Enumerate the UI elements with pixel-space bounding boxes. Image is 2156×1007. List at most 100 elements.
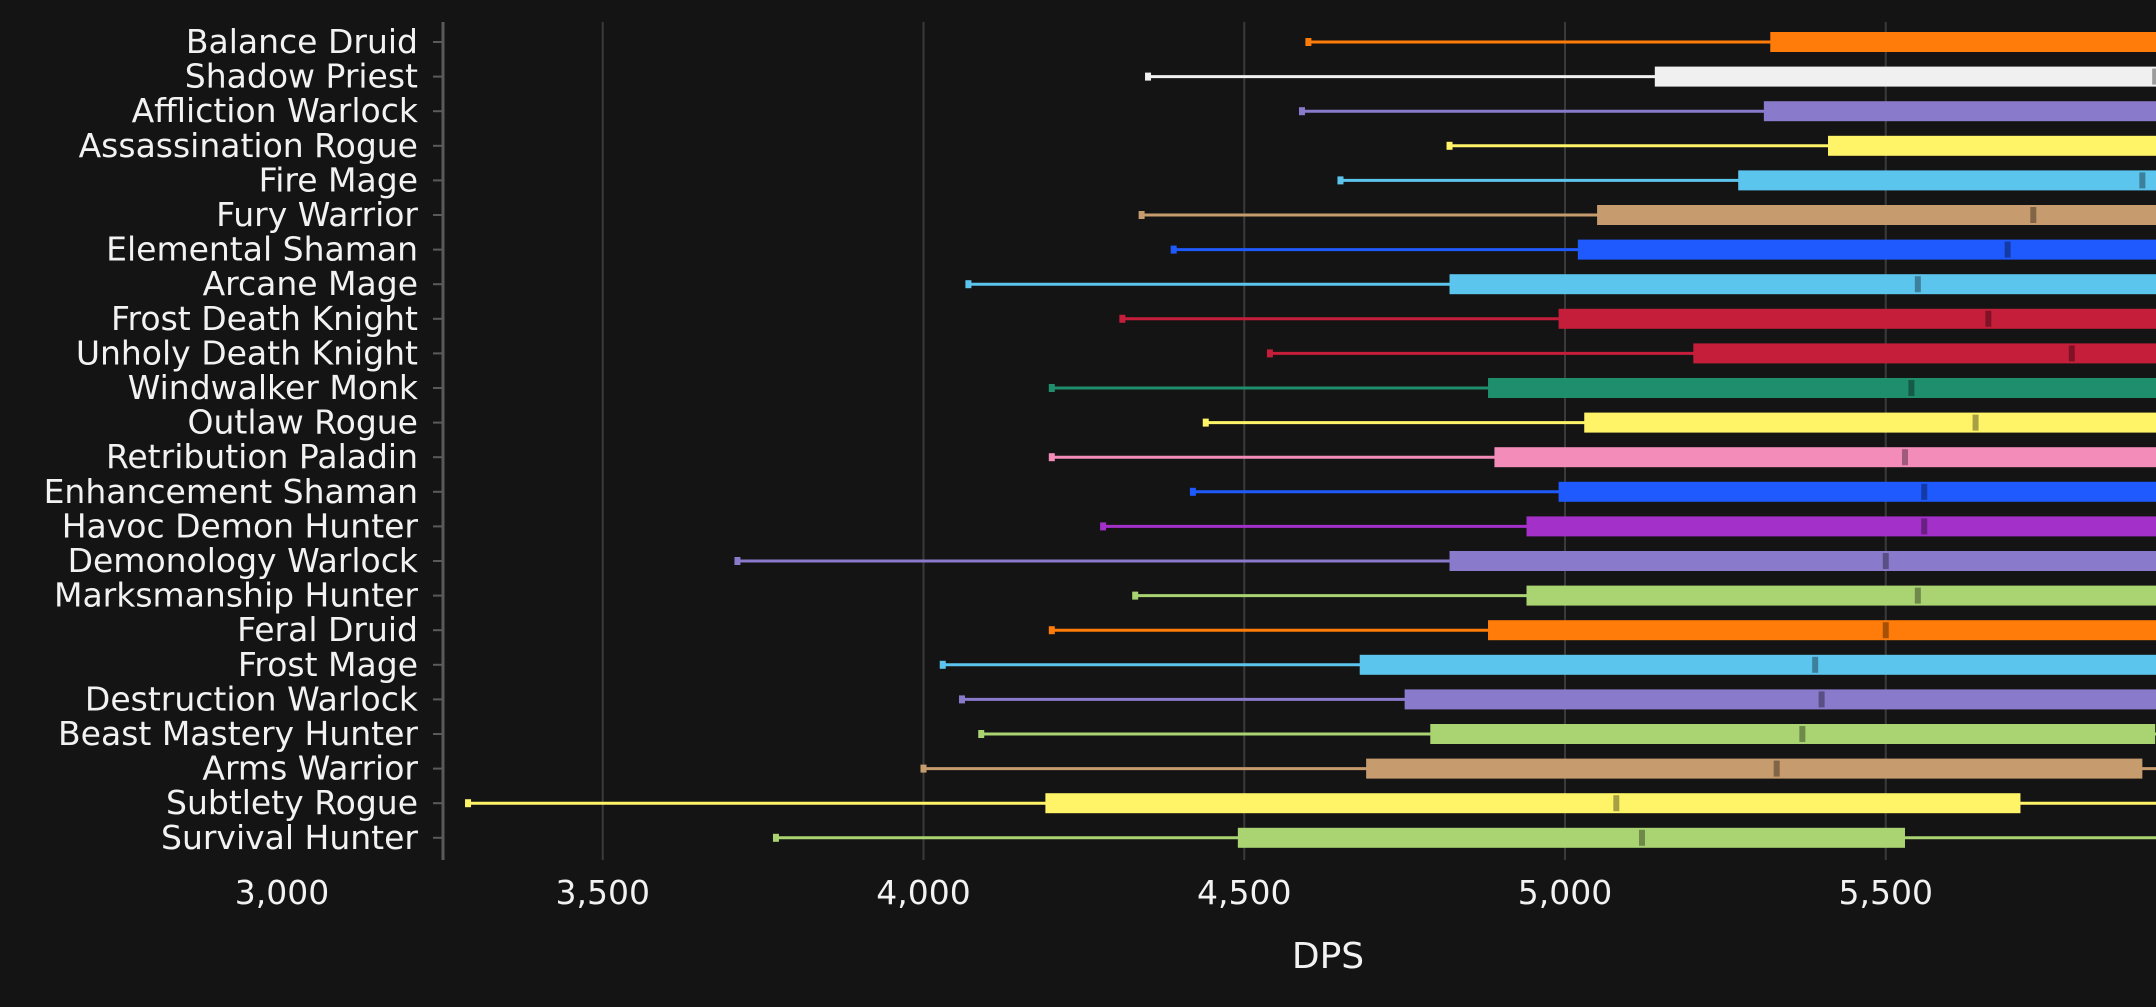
box-row <box>978 724 2156 744</box>
median-mark <box>2139 172 2146 189</box>
category-label: Marksmanship Hunter <box>54 576 418 615</box>
median-mark <box>1799 726 1806 742</box>
median-mark <box>1818 691 1825 708</box>
box-row <box>465 793 2156 814</box>
median-mark <box>2152 68 2156 85</box>
x-tick-label: 5,000 <box>1518 873 1612 912</box>
category-label: Arms Warrior <box>202 749 418 788</box>
whisker-min-cap <box>1048 626 1055 635</box>
iqr-box <box>1488 620 2156 641</box>
whisker-min-cap <box>1337 176 1344 185</box>
whisker-min-cap <box>920 764 927 773</box>
whisker-min-cap <box>1100 522 1107 531</box>
whisker-min-cap <box>1170 245 1177 254</box>
category-label: Frost Mage <box>238 645 418 684</box>
whisker-min-cap <box>1048 384 1055 392</box>
category-label: Unholy Death Knight <box>76 333 418 372</box>
median-mark <box>2068 345 2075 362</box>
category-label: Survival Hunter <box>161 818 418 857</box>
iqr-box <box>1597 205 2156 225</box>
category-label: Destruction Warlock <box>85 679 419 718</box>
box-row <box>1119 308 2156 329</box>
box-row <box>1048 620 2156 641</box>
median-mark <box>1882 622 1889 639</box>
iqr-box <box>1828 135 2156 156</box>
x-axis-title: DPS <box>1292 936 1364 977</box>
category-label: Feral Druid <box>237 610 418 649</box>
whisker-min-cap <box>1132 591 1139 600</box>
iqr-box <box>1449 551 2156 571</box>
box-row <box>958 689 2156 710</box>
median-mark <box>1812 656 1819 673</box>
median-mark <box>1908 380 1915 396</box>
median-mark <box>1613 795 1620 812</box>
box-row <box>1298 101 2156 122</box>
box-series <box>465 32 2156 848</box>
whisker-min-cap <box>1446 141 1453 150</box>
iqr-box <box>1045 793 2021 814</box>
box-row <box>1170 239 2156 260</box>
category-label: Subtlety Rogue <box>166 783 418 822</box>
whisker-min-cap <box>734 557 741 565</box>
box-row <box>772 827 2156 848</box>
whisker-min-cap <box>1119 314 1126 323</box>
iqr-box <box>1770 32 2156 52</box>
box-row <box>1305 32 2156 52</box>
whisker-min-cap <box>1202 418 1209 427</box>
whisker-min-cap <box>1189 487 1196 496</box>
x-tick-label: 3,000 <box>235 873 329 912</box>
category-label: Elemental Shaman <box>106 230 418 269</box>
category-label: Havoc Demon Hunter <box>62 506 419 545</box>
category-label: Beast Mastery Hunter <box>58 714 418 753</box>
median-mark <box>1914 276 1921 293</box>
median-mark <box>1985 310 1992 327</box>
category-label: Frost Death Knight <box>111 299 418 338</box>
median-mark <box>2004 241 2011 258</box>
x-axis-ticks: 3,0003,5004,0004,5005,0005,5006,0006,500… <box>235 873 1933 912</box>
iqr-box <box>1359 654 2156 675</box>
category-label: Fire Mage <box>259 160 418 199</box>
x-tick-label: 5,500 <box>1839 873 1933 912</box>
whisker-min-cap <box>1305 38 1312 46</box>
category-label: Arcane Mage <box>203 264 418 303</box>
iqr-box <box>1738 170 2156 191</box>
box-row <box>1266 343 2156 364</box>
iqr-box <box>1654 66 2156 87</box>
iqr-box <box>1449 274 2156 295</box>
box-row <box>1048 378 2156 398</box>
category-label: Fury Warrior <box>216 195 418 234</box>
iqr-box <box>1584 412 2156 433</box>
grid-lines <box>601 22 1887 860</box>
iqr-box <box>1693 343 2156 364</box>
median-mark <box>1773 760 1780 777</box>
x-tick-label: 3,500 <box>556 873 650 912</box>
box-row <box>1446 135 2156 156</box>
iqr-box <box>1763 101 2156 122</box>
box-row <box>1138 205 2156 225</box>
iqr-box <box>1577 239 2156 260</box>
iqr-box <box>1488 378 2156 398</box>
category-label: Balance Druid <box>186 22 418 61</box>
whisker-min-cap <box>965 280 972 289</box>
iqr-box <box>1558 308 2156 329</box>
box-row <box>1145 66 2156 87</box>
box-row <box>734 551 2156 571</box>
iqr-box <box>1526 516 2156 537</box>
iqr-box <box>1430 724 2156 744</box>
whisker-min-cap <box>978 730 985 738</box>
whisker-min-cap <box>1298 107 1305 116</box>
category-label: Shadow Priest <box>185 57 418 96</box>
whisker-min-cap <box>1048 453 1055 462</box>
iqr-box <box>1404 689 2156 710</box>
median-mark <box>1882 553 1889 569</box>
box-row <box>1100 516 2156 537</box>
y-axis <box>433 22 445 860</box>
category-label: Windwalker Monk <box>128 368 419 407</box>
iqr-box <box>1366 758 2143 779</box>
iqr-box <box>1558 481 2156 502</box>
median-mark <box>1921 483 1928 500</box>
median-mark <box>1972 414 1979 431</box>
x-tick-label: 4,000 <box>876 873 970 912</box>
